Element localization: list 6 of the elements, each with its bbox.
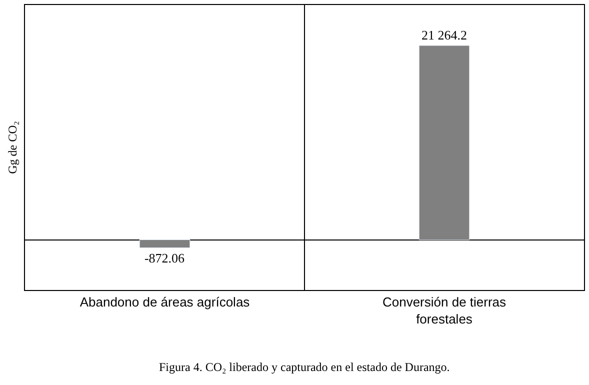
data-label: -872.06 (144, 250, 186, 266)
x-tick-label: Abandono de áreas agrícolas (80, 294, 250, 310)
text: Figura 4. CO₂ liberado y capturado en el estado de Durango. (159, 360, 450, 374)
y-axis-title: Gg de CO₂ (5, 121, 20, 174)
x-tick-label: Conversión de tierras forestales (382, 294, 507, 326)
data-label: 21 264.2 (422, 28, 468, 43)
